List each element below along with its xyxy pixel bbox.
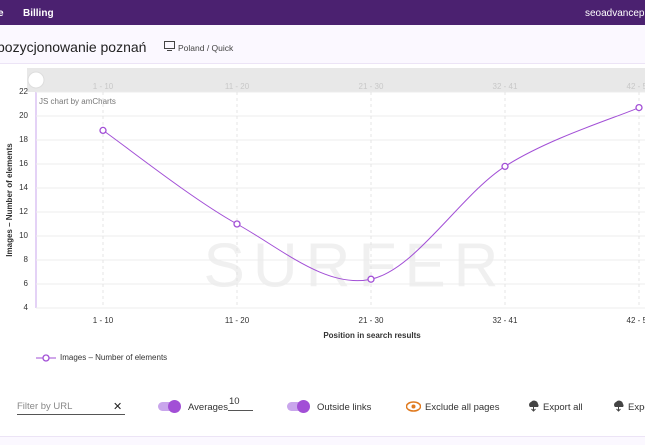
scrollbar[interactable] — [27, 68, 645, 92]
averages-value: 10 — [229, 396, 240, 407]
filter-input[interactable]: Filter by URL ✕ — [17, 398, 125, 415]
footer-bar — [0, 436, 645, 445]
data-point — [367, 275, 375, 283]
export-all-button[interactable]: Export all — [543, 402, 583, 413]
x-tick-label: 42 - 51 — [627, 316, 645, 325]
y-tick-label: 10 — [19, 231, 28, 240]
y-axis-title: Images – Number of elements — [5, 143, 14, 257]
x-tick-label: 1 - 10 — [93, 316, 114, 325]
nav-item[interactable]: e — [0, 8, 4, 19]
nav-item[interactable]: Billing — [23, 8, 54, 19]
scrollbar-label: 11 - 20 — [225, 82, 250, 91]
header: pozycjonowanie poznań Poland / Quick — [0, 25, 645, 64]
x-axis-title: Position in search results — [323, 331, 421, 340]
exclude-button[interactable]: Exclude all pages — [425, 402, 500, 413]
y-tick-label: 20 — [19, 111, 28, 120]
chart: JS chart by amCharts SURFER Position in … — [5, 68, 645, 340]
y-tick-label: 12 — [19, 207, 28, 216]
user-email[interactable]: seoadvancepl@ — [585, 8, 645, 19]
data-point — [99, 126, 107, 135]
scrollbar-label: 21 - 30 — [359, 82, 384, 91]
y-tick-label: 22 — [19, 87, 28, 96]
outside-links-toggle[interactable] — [287, 400, 310, 413]
data-point — [233, 220, 241, 228]
filter-placeholder: Filter by URL — [17, 401, 73, 412]
eye-icon — [406, 401, 421, 412]
export-button[interactable]: Export — [628, 402, 645, 413]
y-tick-label: 8 — [24, 255, 29, 264]
watermark: SURFER — [204, 231, 507, 300]
chart-credit: JS chart by amCharts — [39, 97, 116, 106]
page-title: pozycjonowanie poznań — [0, 39, 147, 55]
location: Poland / Quick — [178, 43, 234, 53]
data-point — [501, 162, 509, 171]
y-tick-label: 14 — [19, 183, 28, 192]
toggle-knob — [297, 400, 310, 413]
export-icon — [614, 400, 624, 412]
clear-button[interactable]: ✕ — [113, 401, 123, 413]
y-tick-label: 6 — [24, 279, 29, 288]
scrollbar-grip[interactable] — [27, 71, 45, 89]
toggle-knob — [168, 400, 181, 413]
legend-marker — [36, 354, 56, 362]
export-icon — [529, 400, 539, 412]
monitor-icon — [164, 41, 175, 51]
y-tick-label: 4 — [24, 303, 29, 312]
averages-label: Averages — [188, 402, 228, 413]
legend-label: Images – Number of elements — [60, 353, 168, 362]
scrollbar-label: 32 - 41 — [493, 82, 518, 91]
scrollbar-label: 1 - 10 — [93, 82, 114, 91]
averages-input[interactable]: 10 — [228, 396, 253, 411]
x-tick-label: 32 - 41 — [493, 316, 518, 325]
data-point — [635, 103, 643, 112]
x-tick-label: 21 - 30 — [359, 316, 384, 325]
averages-toggle[interactable] — [158, 400, 181, 413]
x-tick-label: 11 - 20 — [225, 316, 250, 325]
outside-links-label: Outside links — [317, 402, 372, 413]
legend-item[interactable]: Images – Number of elements — [36, 352, 196, 364]
y-tick-label: 18 — [19, 135, 28, 144]
y-tick-label: 16 — [19, 159, 28, 168]
scrollbar-label: 42 - 51 — [627, 82, 645, 91]
legend-dot — [42, 354, 50, 362]
top-nav: e Billing seoadvancepl@ — [0, 0, 645, 25]
